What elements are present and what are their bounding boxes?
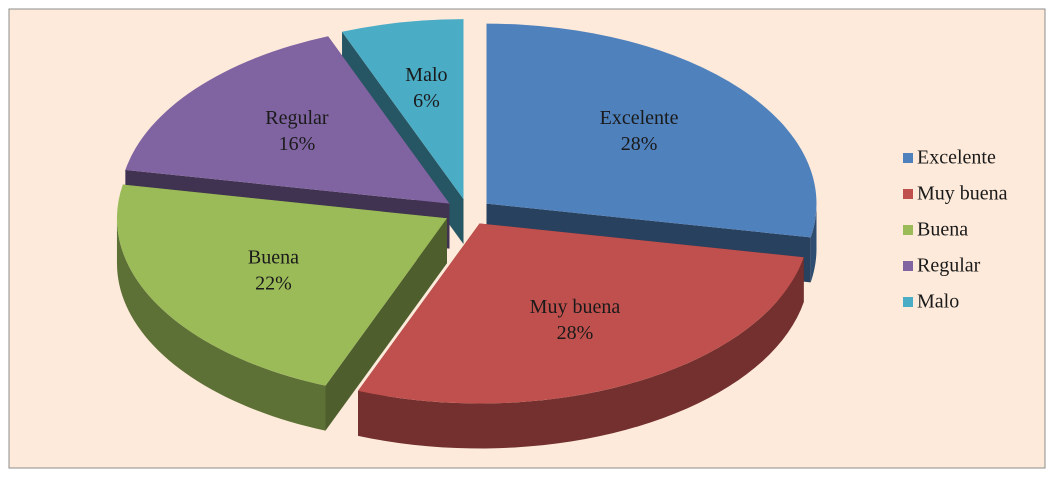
legend-label: Regular: [917, 255, 981, 277]
slice: [116, 184, 447, 386]
slice-side: [810, 203, 817, 283]
slice-label: Muy buena: [530, 296, 621, 318]
slice: [125, 36, 450, 204]
slice-value: 28%: [557, 322, 594, 344]
slice-value: 28%: [621, 133, 658, 155]
slice-side: [116, 218, 326, 431]
slice: [486, 23, 817, 238]
slice-value: 16%: [279, 133, 316, 155]
slice-label: Regular: [265, 107, 329, 129]
legend-label: Buena: [917, 219, 968, 241]
slice-wall: [325, 218, 447, 431]
slice: [342, 19, 464, 200]
slice-label: Malo: [405, 64, 447, 86]
legend-label: Muy buena: [917, 183, 1008, 205]
legend-swatch: [903, 297, 913, 307]
slice-label: Excelente: [600, 107, 679, 129]
slice-side: [358, 257, 804, 449]
legend-label: Excelente: [917, 147, 996, 169]
legend-swatch: [903, 261, 913, 271]
legend-swatch: [903, 225, 913, 235]
slice-value: 6%: [413, 90, 440, 112]
slice-label: Buena: [248, 247, 299, 269]
legend-label: Malo: [917, 291, 959, 313]
legend-swatch: [903, 153, 913, 163]
slice: [358, 223, 804, 404]
slice-value: 22%: [255, 273, 292, 295]
legend-swatch: [903, 189, 913, 199]
